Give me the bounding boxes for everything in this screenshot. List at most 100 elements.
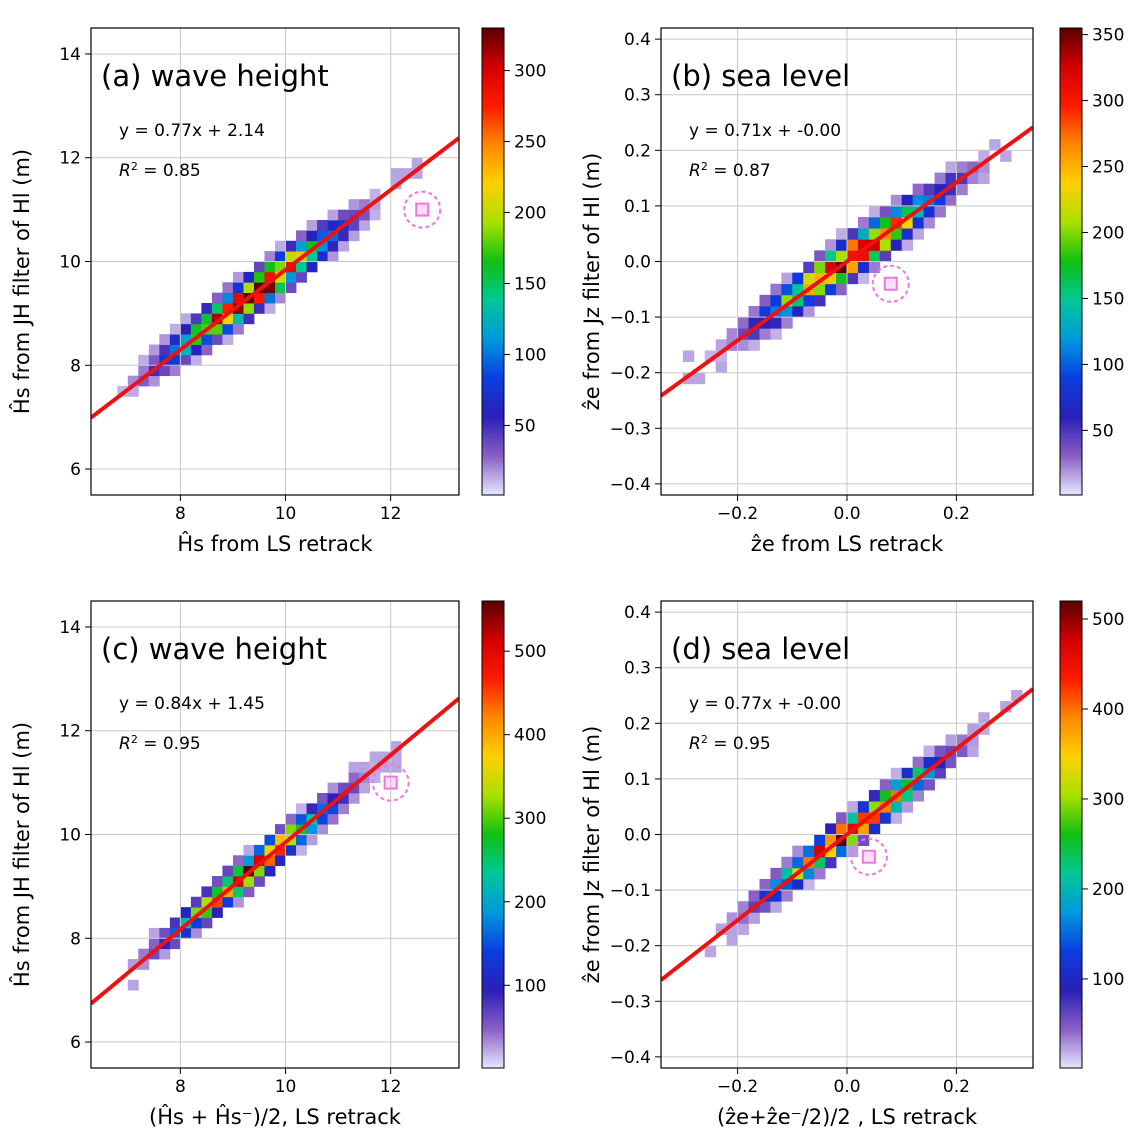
heatmap-cell	[243, 303, 255, 314]
heatmap-cell	[232, 855, 244, 867]
heatmap-cell	[814, 856, 826, 869]
heatmap-cell	[296, 834, 307, 846]
heatmap-cell	[243, 271, 255, 283]
heatmap-cell	[232, 303, 244, 314]
colorbar	[482, 28, 504, 495]
heatmap-cell	[306, 240, 318, 252]
heatmap-cell	[127, 386, 139, 397]
y-tick-label: 0.2	[624, 141, 651, 161]
heatmap-cell	[770, 901, 782, 913]
heatmap-cell	[901, 205, 914, 218]
highlight-marker	[849, 837, 888, 876]
heatmap-cell	[253, 261, 265, 273]
x-tick-label: 0.2	[943, 1077, 970, 1097]
heatmap-cell	[825, 250, 837, 262]
y-tick-label: 8	[70, 356, 81, 376]
panel-title: (a) wave height	[101, 59, 329, 93]
heatmap-cell	[901, 767, 914, 780]
heatmap-cell	[847, 845, 859, 858]
heatmap-cell	[243, 313, 255, 325]
heatmap-cell	[253, 271, 265, 283]
heatmap-cell	[127, 979, 139, 991]
heatmap-cell	[348, 230, 360, 242]
heatmap-cell	[359, 782, 371, 794]
heatmap-cell	[901, 194, 914, 207]
heatmap-cell	[211, 334, 223, 345]
heatmap-cell	[836, 272, 848, 285]
heatmap-cell	[759, 890, 771, 902]
heatmap-cell	[317, 813, 328, 825]
heatmap-cell	[978, 161, 990, 173]
colorbar-tick-label: 500	[514, 642, 546, 662]
colorbar-tick-label: 200	[514, 893, 546, 913]
heatmap-cell	[956, 745, 968, 758]
heatmap-cell	[868, 790, 881, 802]
heatmap-cell	[923, 217, 935, 229]
colorbar-tick-label: 300	[1092, 790, 1124, 810]
heatmap-cell	[348, 219, 360, 231]
heatmap-cell	[836, 845, 848, 858]
colorbar-tick-label: 100	[514, 976, 546, 996]
heatmap-cell	[306, 261, 318, 273]
heatmap-cell	[825, 272, 837, 285]
heatmap-cell	[211, 886, 223, 898]
heatmap-cell	[890, 205, 903, 218]
x-tick-label: 12	[380, 1077, 402, 1097]
heatmap-cell	[232, 292, 244, 304]
heatmap-cell	[759, 305, 771, 318]
heatmap-cell	[232, 271, 244, 283]
y-tick-label: 0.3	[624, 659, 651, 679]
heatmap-cell	[715, 339, 728, 351]
heatmap-cell	[180, 323, 192, 335]
y-tick-label: 0.4	[624, 30, 651, 50]
heatmap-cell	[781, 272, 793, 285]
heatmap-cell	[222, 896, 234, 908]
heatmap-cell	[190, 313, 202, 325]
y-tick-label: −0.1	[610, 308, 651, 328]
heatmap-cell	[781, 317, 793, 329]
fit-equation: y = 0.71x + -0.00	[689, 121, 841, 141]
heatmap-cell	[159, 365, 171, 377]
heatmap-cell	[781, 878, 793, 891]
heatmap-cell	[275, 292, 286, 304]
heatmap-cell	[868, 217, 881, 229]
heatmap-cell	[201, 896, 213, 908]
heatmap-cell	[222, 323, 234, 335]
heatmap-cell	[901, 228, 914, 240]
heatmap-cell	[148, 375, 160, 387]
x-axis-label: (Ĥs + Ĥs⁻)/2, LS retrack	[149, 1104, 402, 1129]
heatmap-cell	[243, 855, 255, 867]
heatmap-cell	[857, 823, 870, 835]
heatmap-cell	[275, 844, 286, 856]
heatmap-cell	[296, 813, 307, 825]
panel-title: (c) wave height	[101, 632, 327, 666]
heatmap-cell	[201, 917, 213, 929]
heatmap-cell	[770, 294, 782, 307]
heatmap-cell	[803, 294, 815, 307]
heatmap-cell	[814, 283, 826, 296]
y-tick-label: −0.4	[610, 1048, 651, 1068]
y-tick-label: 0.1	[624, 770, 651, 790]
y-tick-label: 8	[70, 929, 81, 949]
heatmap-cell	[814, 272, 826, 285]
heatmap-cell	[380, 761, 392, 773]
colorbar-tick-label: 250	[514, 133, 546, 153]
heatmap-cell	[159, 344, 171, 356]
heatmap-cell	[803, 878, 815, 891]
heatmap-cell	[253, 855, 265, 867]
heatmap-cell	[945, 183, 957, 196]
heatmap-cell	[1011, 689, 1023, 702]
heatmap-cell	[411, 168, 423, 179]
grid-lines	[91, 28, 459, 495]
heatmap-cell	[222, 876, 234, 887]
heatmap-cell	[411, 157, 423, 169]
colorbar-frame	[481, 27, 505, 496]
heatmap-cell	[770, 328, 782, 340]
heatmap-cell	[901, 778, 914, 791]
heatmap-cell	[348, 199, 360, 211]
heatmap-cell	[748, 890, 760, 902]
heatmap-cell	[847, 228, 859, 240]
x-tick-label: 10	[275, 504, 297, 524]
y-tick-label: 0.0	[624, 826, 651, 846]
heatmap-cell	[232, 282, 244, 294]
